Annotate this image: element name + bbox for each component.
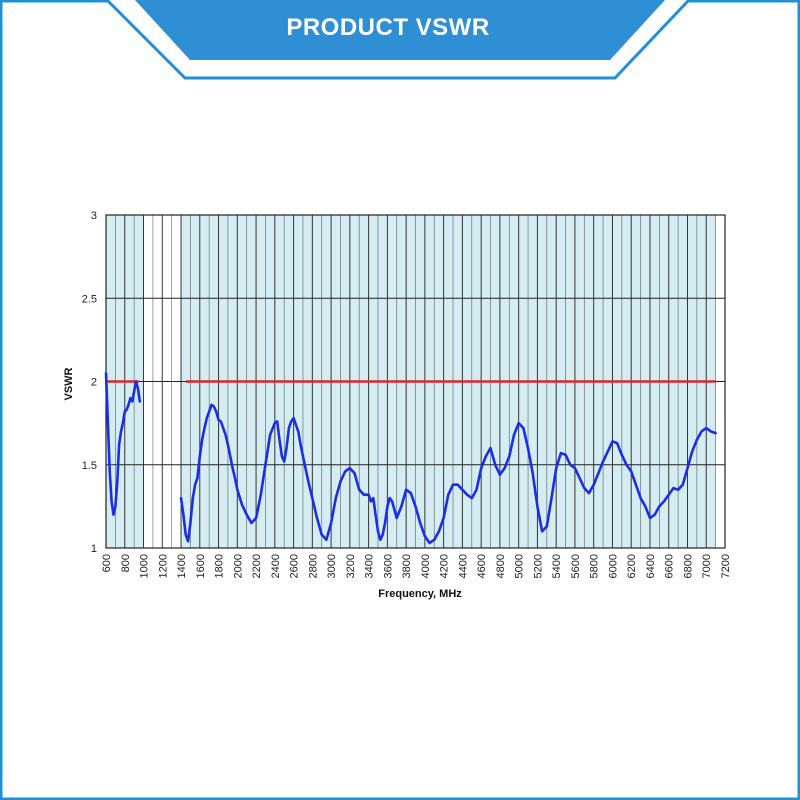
x-tick-label: 800 [120,554,132,572]
x-tick-label: 6200 [626,554,638,578]
x-tick-label: 2600 [289,554,301,578]
x-tick-label: 5000 [514,554,526,578]
x-tick-label: 3000 [326,554,338,578]
y-tick-label: 3 [91,210,97,222]
x-tick-label: 2000 [232,554,244,578]
x-tick-label: 6600 [664,554,676,578]
x-tick-label: 5400 [551,554,563,578]
y-tick-label: 2.5 [82,293,97,305]
vswr-curve [179,403,717,545]
x-tick-label: 3200 [345,554,357,578]
x-tick-label: 4600 [476,554,488,578]
x-tick-label: 3600 [382,554,394,578]
x-tick-label: 6800 [683,554,695,578]
x-tick-label: 4000 [420,554,432,578]
x-tick-label: 2200 [251,554,263,578]
x-tick-label: 7000 [701,554,713,578]
x-tick-label: 1200 [157,554,169,578]
x-tick-label: 2400 [270,554,282,578]
x-tick-label: 4200 [439,554,451,578]
x-tick-label: 5600 [570,554,582,578]
x-tick-label: 5800 [589,554,601,578]
x-tick-label: 600 [101,554,113,572]
x-tick-label: 1600 [195,554,207,578]
y-tick-label: 1 [91,543,97,555]
x-tick-label: 2800 [307,554,319,578]
x-tick-label: 5200 [532,554,544,578]
x-axis-title: Frequency, MHz [378,588,462,600]
x-tick-label: 3400 [364,554,376,578]
header-banner [135,0,665,60]
x-tick-label: 7200 [720,554,732,578]
x-tick-label: 4400 [457,554,469,578]
x-tick-label: 1400 [176,554,188,578]
series-group [104,371,717,545]
x-tick-label: 6000 [608,554,620,578]
y-axis-title: VSWR [63,367,75,400]
y-tick-labels: 1 1.5 2 2.5 3 [82,210,97,555]
vswr-curve [104,371,142,516]
x-tick-label: 1000 [139,554,151,578]
x-tick-label: 4800 [495,554,507,578]
x-tick-labels: 600 800 1000 1200 1400 1600 1800 2000 2200 2400 26… [101,554,732,578]
x-tick-label: 6400 [645,554,657,578]
x-tick-label: 1800 [214,554,226,578]
y-tick-label: 1.5 [82,460,97,472]
page-title: PRODUCT VSWR [286,14,490,41]
y-tick-label: 2 [91,377,97,389]
x-tick-label: 3800 [401,554,413,578]
